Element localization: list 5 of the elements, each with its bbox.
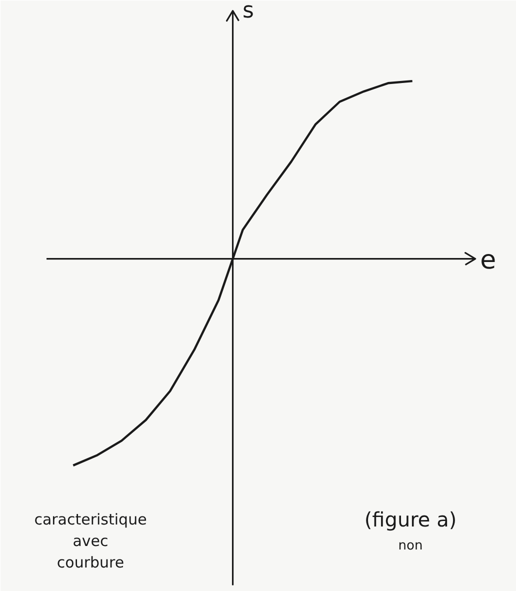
text: (figure a) bbox=[364, 508, 457, 532]
y-axis-title: s bbox=[242, 0, 254, 24]
text: caracteristique avec courbure bbox=[34, 510, 147, 572]
x-axis-title: e bbox=[480, 245, 496, 276]
text: non bbox=[398, 538, 423, 554]
